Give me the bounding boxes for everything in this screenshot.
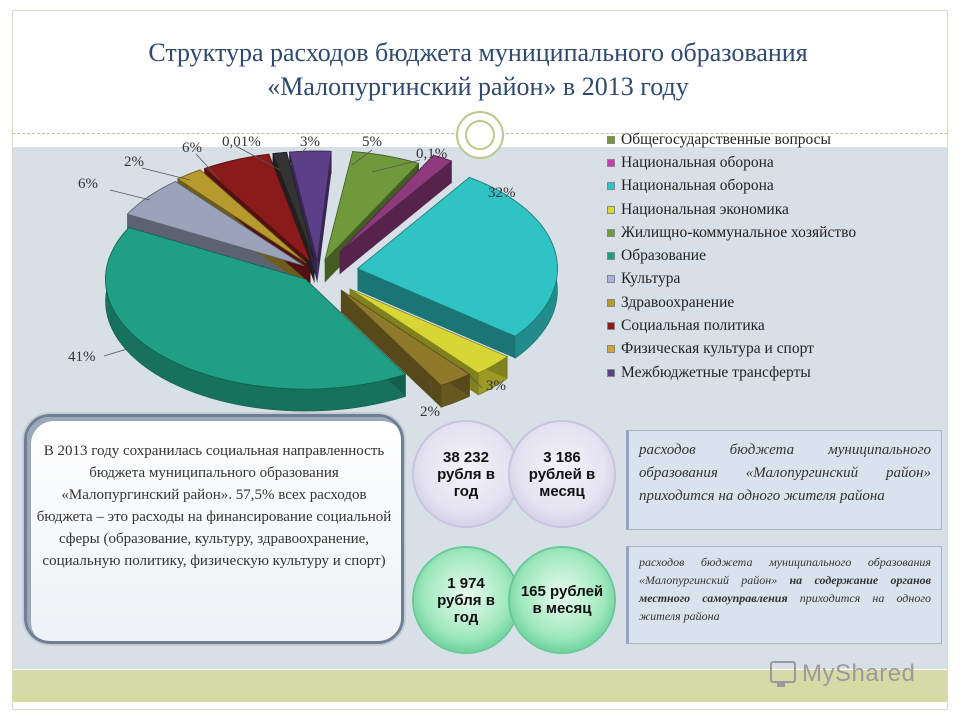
title-line-1: Структура расходов бюджета муниципальног… — [148, 38, 808, 67]
pie-data-label: 6% — [78, 176, 98, 192]
legend-item: Образование — [607, 244, 937, 267]
info-box-admin-text-2: на содержание органов местного самоуправ… — [639, 573, 931, 605]
pie-slice — [349, 288, 509, 374]
legend-swatch-icon — [607, 182, 615, 191]
legend-label: Межбюджетные трансферты — [621, 363, 811, 381]
legend-swatch-icon — [607, 345, 615, 354]
pie-leader-line — [429, 379, 433, 397]
pie-leader-line — [195, 153, 221, 181]
legend-label: Жилищно-коммунальное хозяйство — [621, 223, 857, 241]
pie-slice-wall — [340, 290, 441, 408]
legend-label: Социальная политика — [621, 317, 765, 335]
bubble-year-total-text: 38 232 рубля в год — [437, 448, 495, 500]
pie-leader-line — [235, 145, 281, 171]
pie-leader-line — [289, 147, 307, 166]
bubble-month-total-text: 3 186 рублей в месяц — [528, 448, 596, 500]
bubble-month-admin-text: 165 рублей в месяц — [520, 583, 604, 617]
pie-data-label: 3% — [486, 378, 506, 394]
legend-label: Национальная экономика — [621, 200, 789, 218]
legend-label: Образование — [621, 247, 706, 265]
legend-swatch-icon — [607, 158, 615, 167]
pie-slice-wall — [357, 268, 516, 359]
pie-slice — [176, 169, 307, 264]
legend-label: Физическая культура и спорт — [621, 340, 814, 358]
watermark-logo-icon — [770, 661, 796, 687]
pie-tops — [105, 150, 558, 390]
legend-item: Культура — [607, 268, 937, 291]
bubble-month-total: 3 186 рублей в месяц — [510, 422, 614, 526]
legend-swatch-icon — [607, 275, 615, 284]
pie-slice — [339, 154, 453, 253]
legend-swatch-icon — [607, 205, 615, 214]
pie-slice — [272, 151, 315, 262]
pie-leader-line — [371, 159, 421, 173]
legend-item: Национальная экономика — [607, 198, 937, 221]
summary-text: В 2013 году сохранилась социальная напра… — [36, 443, 392, 569]
legend-item: Национальная оборона — [607, 151, 937, 174]
pie-slice — [356, 176, 558, 337]
slide-border — [12, 10, 948, 710]
slide-title: Структура расходов бюджета муниципальног… — [60, 36, 896, 104]
bubble-month-admin: 165 рублей в месяц — [510, 548, 614, 652]
pie-slice-wall — [339, 161, 452, 275]
pie-data-label: 3% — [300, 134, 320, 150]
legend-label: Культура — [621, 270, 681, 288]
pie-leader-line — [461, 367, 483, 389]
pie-leader-line — [351, 149, 373, 166]
pie-data-label: 6% — [182, 140, 202, 156]
pie-data-label: 32% — [488, 185, 516, 201]
info-box-admin-text-1: расходов бюджета муниципального образова… — [639, 555, 931, 587]
legend-label: Национальная оборона — [621, 177, 774, 195]
legend-label: Здравоохранение — [621, 293, 735, 311]
legend-item: Здравоохранение — [607, 291, 937, 314]
bubble-year-total: 38 232 рубля в год — [414, 422, 518, 526]
pie-data-label: 5% — [362, 134, 382, 150]
watermark: MyShared — [770, 660, 915, 688]
pie-slice-wall — [317, 151, 332, 284]
legend-item: Социальная политика — [607, 314, 937, 337]
legend-swatch-icon — [607, 228, 615, 237]
legend-swatch-icon — [607, 252, 615, 261]
pie-leader-line — [109, 189, 151, 201]
legend-item: Жилищно-коммунальное хозяйство — [607, 221, 937, 244]
pie-slice — [340, 289, 471, 386]
pie-slice — [203, 153, 311, 263]
legend-item: Физическая культура и спорт — [607, 338, 937, 361]
pie-slice — [288, 150, 332, 262]
info-box-admin: расходов бюджета муниципального образова… — [626, 546, 942, 644]
legend-swatch-icon — [607, 368, 615, 377]
legend-item: Национальная оборона — [607, 175, 937, 198]
legend-item: Общегосударственные вопросы — [607, 128, 937, 151]
pie-data-label: 41% — [68, 349, 96, 365]
pie-slice — [126, 181, 305, 267]
title-line-2: «Малопургинский район» в 2013 году — [267, 72, 689, 101]
footer-band — [12, 670, 948, 702]
pie-data-label: 2% — [124, 154, 144, 170]
summary-box — [24, 414, 404, 644]
info-box-total: расходов бюджета муниципального образова… — [626, 430, 942, 530]
info-box-admin-text-3: приходится на одного жителя района — [639, 591, 932, 623]
bubble-year-admin-text: 1 974 рубля в год — [437, 574, 495, 626]
legend-label: Национальная оборона — [621, 153, 774, 171]
pie-slice — [324, 151, 420, 262]
legend-item: Межбюджетные трансферты — [607, 361, 937, 384]
info-box-total-text: расходов бюджета муниципального образова… — [639, 442, 931, 504]
pie-data-label: 2% — [420, 404, 440, 420]
pie-leader-line — [141, 167, 191, 181]
pie-leader-line — [103, 344, 141, 357]
pie-data-label: 0,1% — [416, 146, 447, 162]
circle-ornament-icon — [456, 111, 504, 159]
pie-slice — [105, 227, 407, 390]
chart-legend: Общегосударственные вопросы Национальная … — [607, 128, 937, 384]
legend-swatch-icon — [607, 322, 615, 331]
bubble-year-admin: 1 974 рубля в год — [414, 548, 518, 652]
legend-swatch-icon — [607, 298, 615, 307]
legend-swatch-icon — [607, 135, 615, 144]
watermark-text: MyShared — [802, 660, 916, 687]
pie-data-label: 0,01% — [222, 134, 261, 150]
legend-label: Общегосударственные вопросы — [621, 130, 831, 148]
